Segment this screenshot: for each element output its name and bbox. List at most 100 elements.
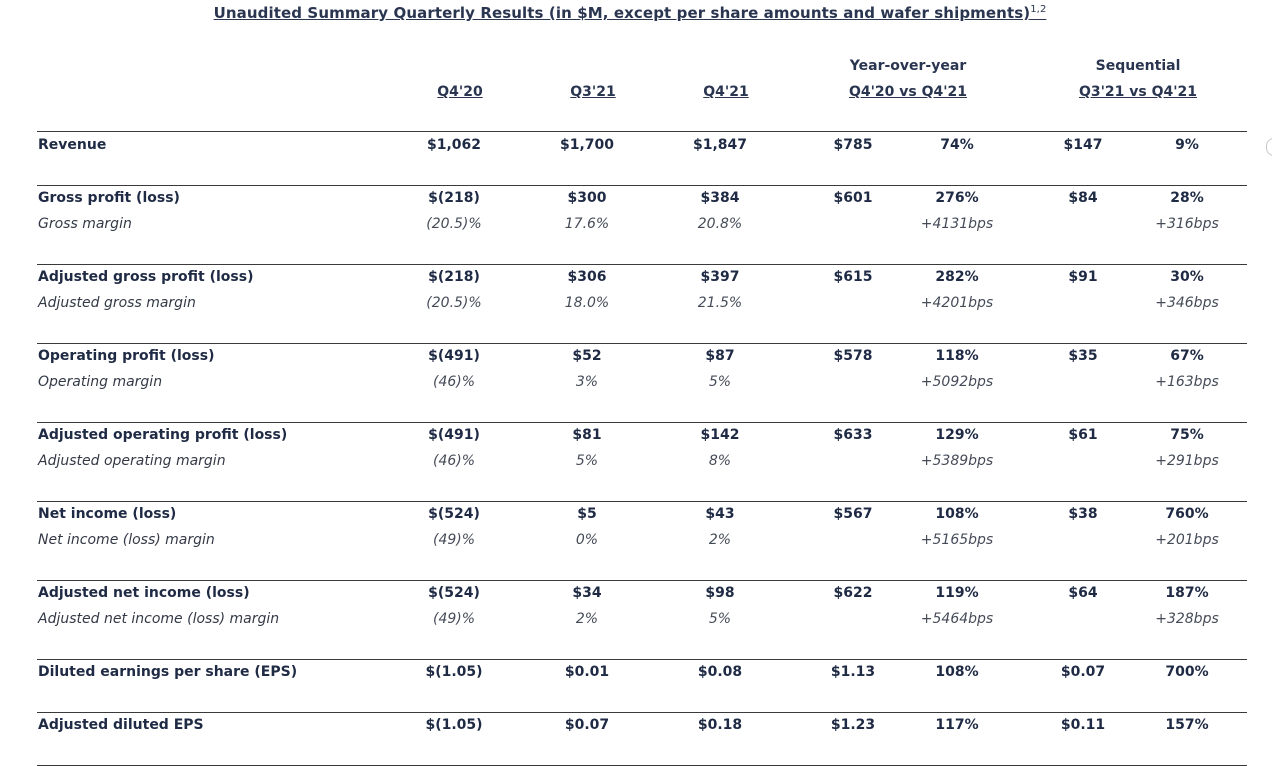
cell-seq-pct: 75% (1170, 427, 1204, 443)
subcell-q4-21: 2% (708, 532, 732, 548)
cell-q3-21: $52 (572, 348, 602, 364)
cell-q4-21: $142 (700, 427, 740, 443)
cell-yoy-change: $615 (833, 269, 873, 285)
row-divider (37, 131, 1247, 132)
sequential-group-header: Sequential (1095, 58, 1181, 74)
subcell-yoy-pct: +4131bps (920, 216, 994, 232)
cell-q4-20: $(218) (428, 190, 480, 206)
row-label: Operating profit (loss) (38, 348, 215, 364)
cell-yoy-pct: 117% (935, 717, 979, 733)
row-divider (37, 343, 1247, 344)
row-label: Revenue (38, 137, 107, 153)
row-divider (37, 501, 1247, 502)
subcell-q4-20: (49)% (432, 532, 476, 548)
subcell-seq-pct: +328bps (1155, 611, 1219, 627)
cell-yoy-pct: 108% (935, 506, 979, 522)
subcell-q3-21: 5% (575, 453, 599, 469)
cell-seq-pct: 760% (1165, 506, 1209, 522)
row-label: Gross profit (loss) (38, 190, 180, 206)
report-title-text: Unaudited Summary Quarterly Results (in … (213, 4, 1031, 22)
subcell-yoy-pct: +5464bps (920, 611, 994, 627)
subcell-q4-20: (46)% (432, 453, 476, 469)
subcell-yoy-pct: +5092bps (920, 374, 994, 390)
row-label: Adjusted operating profit (loss) (38, 427, 288, 443)
cell-q3-21: $1,700 (559, 137, 615, 153)
cell-yoy-pct: 282% (935, 269, 979, 285)
subcell-q4-21: 5% (708, 374, 732, 390)
cell-yoy-change: $1.23 (830, 717, 876, 733)
cell-seq-pct: 700% (1165, 664, 1209, 680)
subcell-q3-21: 0% (575, 532, 599, 548)
subcell-yoy-pct: +4201bps (920, 295, 994, 311)
cell-seq-pct: 9% (1175, 137, 1199, 153)
cell-seq-change: $61 (1068, 427, 1098, 443)
subcell-q4-21: 20.8% (697, 216, 743, 232)
subcell-q4-20: (20.5)% (426, 295, 482, 311)
scroll-edge-indicator (1266, 138, 1272, 156)
cell-yoy-change: $1.13 (830, 664, 876, 680)
cell-seq-change: $147 (1063, 137, 1103, 153)
cell-yoy-pct: 129% (935, 427, 979, 443)
cell-seq-pct: 67% (1170, 348, 1204, 364)
subcell-q4-21: 21.5% (697, 295, 743, 311)
row-divider (37, 580, 1247, 581)
row-label: Diluted earnings per share (EPS) (38, 664, 298, 680)
row-label: Adjusted diluted EPS (38, 717, 204, 733)
cell-q4-21: $0.08 (697, 664, 743, 680)
cell-q4-20: $(491) (428, 348, 480, 364)
cell-seq-pct: 30% (1170, 269, 1204, 285)
subcell-yoy-pct: +5165bps (920, 532, 994, 548)
column-header-q3-21: Q3'21 (570, 84, 616, 100)
row-divider (37, 422, 1247, 423)
cell-seq-change: $35 (1068, 348, 1098, 364)
subcell-seq-pct: +201bps (1155, 532, 1219, 548)
cell-yoy-pct: 119% (935, 585, 979, 601)
row-divider (37, 185, 1247, 186)
cell-seq-change: $84 (1068, 190, 1098, 206)
subcell-seq-pct: +163bps (1155, 374, 1219, 390)
cell-q3-21: $34 (572, 585, 602, 601)
subcell-yoy-pct: +5389bps (920, 453, 994, 469)
cell-q4-21: $43 (705, 506, 735, 522)
subcell-q3-21: 3% (575, 374, 599, 390)
yoy-group-header: Year-over-year (849, 58, 967, 74)
cell-yoy-change: $601 (833, 190, 873, 206)
column-header-q4-21: Q4'21 (703, 84, 749, 100)
subcell-q3-21: 2% (575, 611, 599, 627)
cell-q3-21: $0.01 (564, 664, 610, 680)
row-sub-label: Adjusted operating margin (38, 453, 226, 469)
cell-q4-20: $(1.05) (425, 664, 483, 680)
cell-yoy-pct: 276% (935, 190, 979, 206)
cell-q3-21: $300 (567, 190, 607, 206)
cell-yoy-change: $578 (833, 348, 873, 364)
cell-yoy-change: $785 (833, 137, 873, 153)
subcell-seq-pct: +291bps (1155, 453, 1219, 469)
cell-yoy-change: $633 (833, 427, 873, 443)
cell-q3-21: $5 (577, 506, 597, 522)
report-title: Unaudited Summary Quarterly Results (in … (0, 4, 1260, 22)
subcell-seq-pct: +316bps (1155, 216, 1219, 232)
cell-q3-21: $81 (572, 427, 602, 443)
row-sub-label: Adjusted gross margin (38, 295, 196, 311)
row-divider (37, 659, 1247, 660)
subcell-q4-20: (49)% (432, 611, 476, 627)
cell-yoy-change: $622 (833, 585, 873, 601)
cell-yoy-change: $567 (833, 506, 873, 522)
row-divider (37, 712, 1247, 713)
subcell-q4-21: 5% (708, 611, 732, 627)
subcell-q4-21: 8% (708, 453, 732, 469)
column-header-q4-20: Q4'20 (437, 84, 483, 100)
subcell-q3-21: 17.6% (564, 216, 610, 232)
cell-q3-21: $306 (567, 269, 607, 285)
cell-q4-21: $1,847 (692, 137, 748, 153)
row-divider (37, 264, 1247, 265)
row-label: Adjusted net income (loss) (38, 585, 250, 601)
subcell-q3-21: 18.0% (564, 295, 610, 311)
cell-seq-change: $64 (1068, 585, 1098, 601)
report-title-footnote: 1,2 (1030, 4, 1047, 15)
column-header-sequential: Q3'21 vs Q4'21 (1078, 84, 1198, 100)
subcell-q4-20: (20.5)% (426, 216, 482, 232)
cell-q4-21: $397 (700, 269, 740, 285)
cell-seq-pct: 28% (1170, 190, 1204, 206)
cell-q4-20: $1,062 (426, 137, 482, 153)
